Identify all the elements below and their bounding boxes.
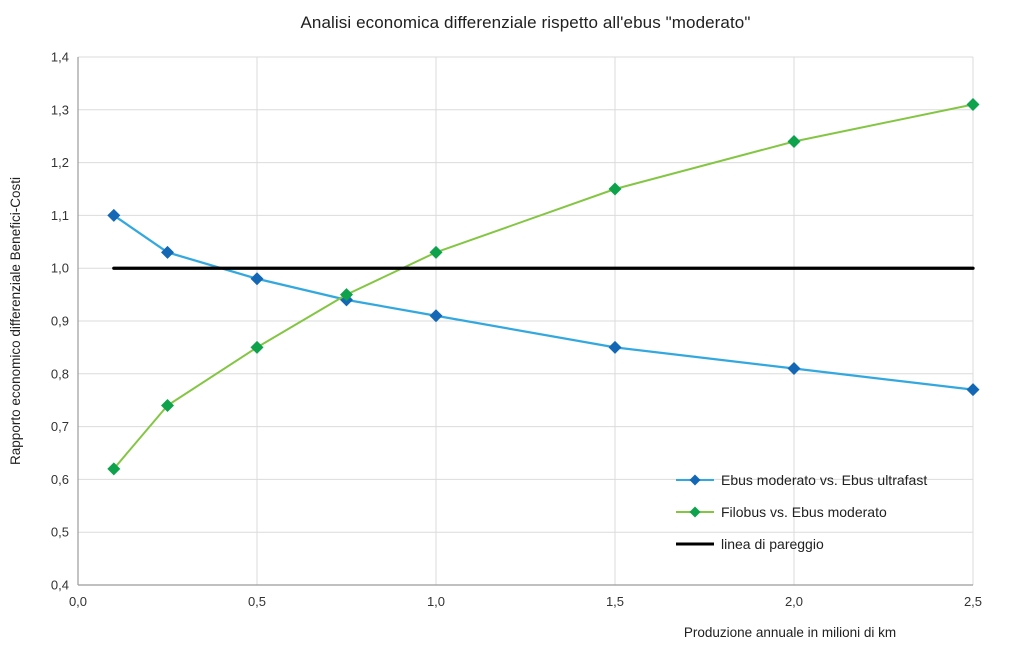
legend-line-marker-icon (676, 474, 714, 486)
x-axis-title: Produzione annuale in milioni di km (683, 625, 897, 640)
legend-item: Ebus moderato vs. Ebus ultrafast (676, 471, 927, 489)
svg-text:1,1: 1,1 (51, 208, 69, 223)
legend-label: Ebus moderato vs. Ebus ultrafast (721, 472, 928, 488)
svg-text:0,6: 0,6 (51, 472, 69, 487)
svg-text:2,0: 2,0 (785, 594, 803, 609)
svg-text:1,5: 1,5 (606, 594, 624, 609)
legend-line-icon (676, 542, 714, 546)
svg-text:1,2: 1,2 (51, 155, 69, 170)
legend-label: linea di pareggio (721, 536, 824, 552)
svg-text:0,0: 0,0 (69, 594, 87, 609)
svg-text:1,3: 1,3 (51, 102, 69, 117)
svg-text:0,5: 0,5 (51, 525, 69, 540)
svg-text:1,0: 1,0 (427, 594, 445, 609)
legend-item: linea di pareggio (676, 535, 927, 553)
chart-title: Analisi economica differenziale rispetto… (300, 13, 751, 32)
legend-label: Filobus vs. Ebus moderato (721, 504, 887, 520)
legend: Ebus moderato vs. Ebus ultrafast Filobus… (676, 471, 927, 567)
svg-text:2,5: 2,5 (964, 594, 982, 609)
svg-text:0,5: 0,5 (248, 594, 266, 609)
svg-text:0,4: 0,4 (51, 578, 69, 593)
legend-line-marker-icon (676, 506, 714, 518)
svg-text:1,4: 1,4 (51, 50, 69, 65)
y-axis-title: Rapporto economico differenziale Benefic… (8, 177, 23, 465)
legend-item: Filobus vs. Ebus moderato (676, 503, 927, 521)
svg-text:1,0: 1,0 (51, 261, 69, 276)
svg-text:0,7: 0,7 (51, 419, 69, 434)
svg-text:0,8: 0,8 (51, 366, 69, 381)
svg-text:0,9: 0,9 (51, 314, 69, 329)
